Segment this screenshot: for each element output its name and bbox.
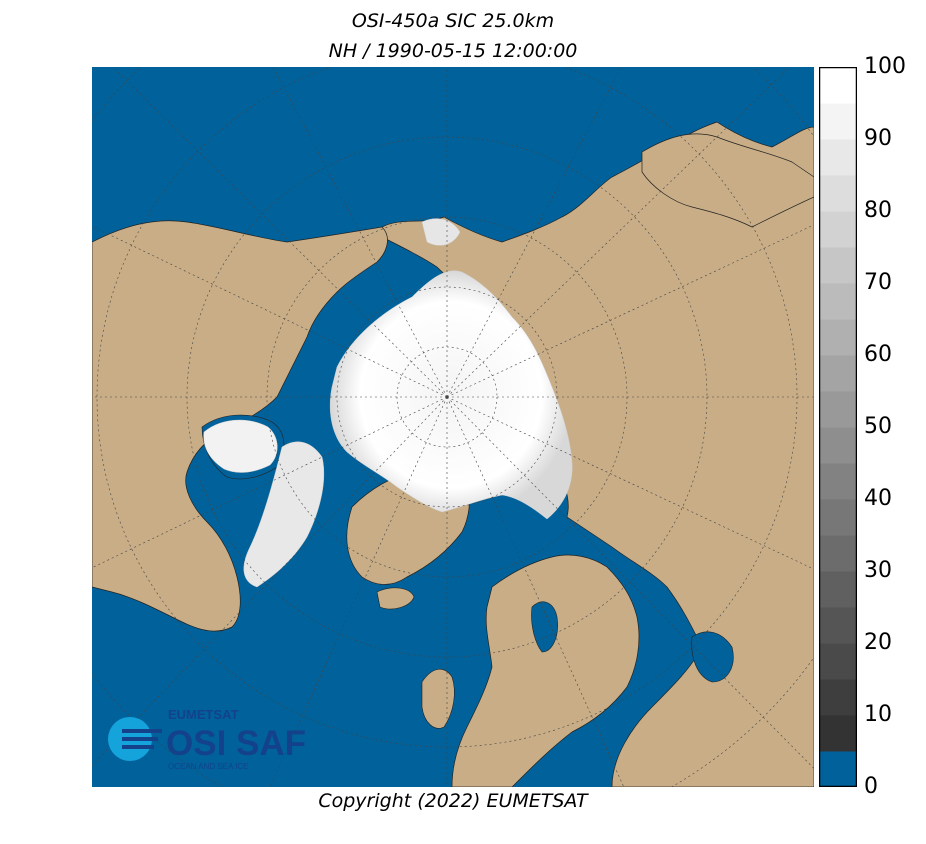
land-europe — [451, 554, 640, 787]
colorbar-block — [819, 715, 857, 752]
colorbar-block — [819, 247, 857, 284]
logo-name: OSI SAF — [166, 724, 306, 763]
colorbar-block — [819, 643, 857, 680]
colorbar-block — [819, 391, 857, 428]
baltic-sea — [531, 601, 558, 653]
copyright-text: Copyright (2022) EUMETSAT — [318, 790, 588, 812]
colorbar — [819, 67, 857, 787]
colorbar-block — [819, 67, 857, 104]
graticule — [92, 67, 814, 787]
land-british-isles — [421, 669, 455, 729]
colorbar-block — [819, 499, 857, 536]
colorbar-block — [819, 139, 857, 176]
sea-ice-map: EUMETSAT OSI SAF OCEAN AND SEA ICE — [92, 67, 814, 787]
colorbar-tick-label: 70 — [864, 270, 892, 295]
sea-ice-arctic — [329, 270, 573, 520]
caspian-sea — [691, 631, 734, 683]
colorbar-block — [819, 103, 857, 140]
land-chukotka — [641, 133, 814, 228]
colorbar-block — [819, 751, 857, 787]
colorbar-block — [819, 427, 857, 464]
sea-ice-bering — [421, 218, 461, 246]
colorbar-block — [819, 571, 857, 608]
colorbar-tick-label: 80 — [864, 198, 892, 223]
logo-brand: EUMETSAT — [168, 707, 239, 722]
colorbar-block — [819, 319, 857, 356]
osisaf-logo: EUMETSAT OSI SAF OCEAN AND SEA ICE — [108, 707, 306, 771]
colorbar-tick-label: 100 — [864, 54, 906, 79]
colorbar-block — [819, 463, 857, 500]
land-iceland — [376, 587, 415, 610]
colorbar-block — [819, 355, 857, 392]
colorbar-tick-label: 10 — [864, 702, 892, 727]
colorbar-block — [819, 679, 857, 716]
colorbar-tick-label: 50 — [864, 414, 892, 439]
land-north-america — [92, 220, 388, 632]
colorbar-block — [819, 283, 857, 320]
colorbar-block — [819, 607, 857, 644]
map-title: OSI-450a SIC 25.0km — [351, 10, 555, 32]
colorbar-block — [819, 211, 857, 248]
colorbar-tick-label: 90 — [864, 126, 892, 151]
logo-tagline: OCEAN AND SEA ICE — [168, 762, 248, 771]
colorbar-block — [819, 175, 857, 212]
map-subtitle: NH / 1990-05-15 12:00:00 — [328, 40, 578, 62]
colorbar-tick-label: 60 — [864, 342, 892, 367]
colorbar-tick-label: 30 — [864, 558, 892, 583]
sea-ice-hudson — [203, 419, 278, 473]
colorbar-block — [819, 535, 857, 572]
colorbar-blocks — [819, 67, 857, 787]
colorbar-tick-label: 40 — [864, 486, 892, 511]
sea-ice-baffin — [243, 441, 325, 588]
colorbar-tick-label: 20 — [864, 630, 892, 655]
colorbar-tick-label: 0 — [864, 774, 878, 799]
